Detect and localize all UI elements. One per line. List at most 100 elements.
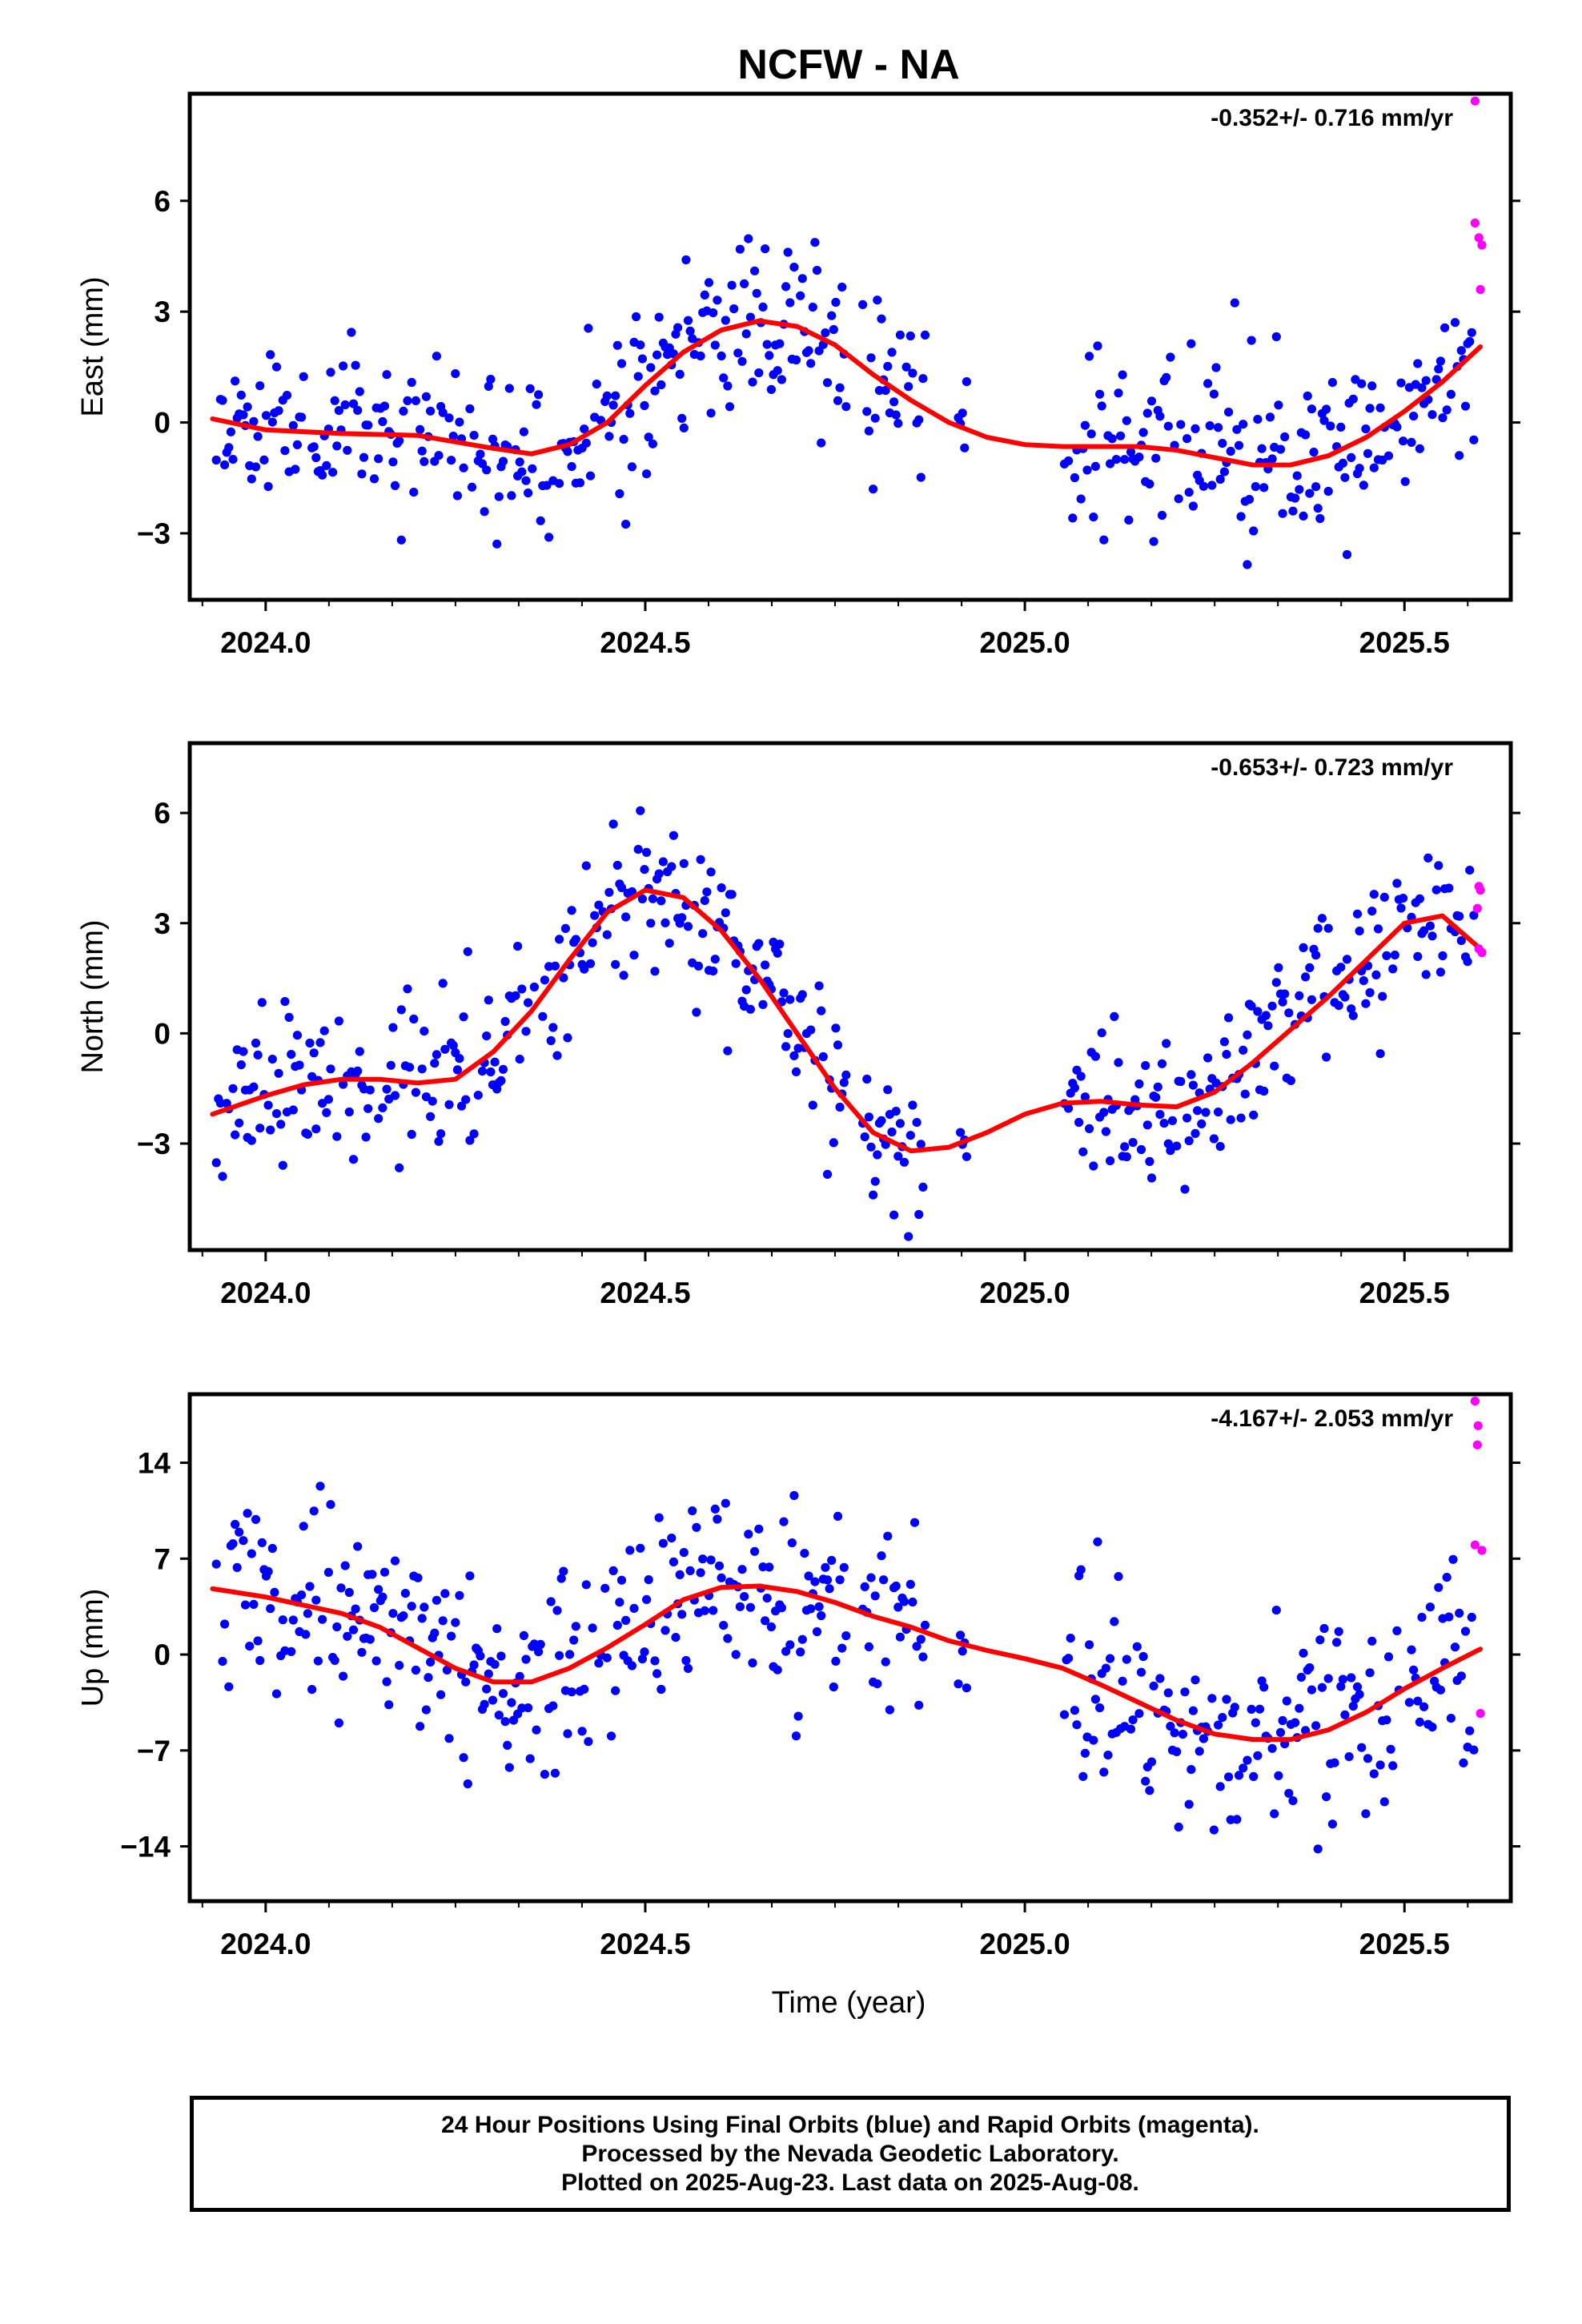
up-final-point (426, 1657, 436, 1667)
north-final-point (355, 1047, 364, 1056)
east-final-point (249, 416, 259, 426)
up-final-point (817, 1610, 826, 1621)
north-final-point (461, 1095, 471, 1104)
east-final-point (267, 417, 277, 427)
north-final-point (829, 1138, 838, 1148)
up-final-point (1207, 1694, 1217, 1703)
north-final-point (517, 984, 527, 994)
east-final-point (1442, 405, 1452, 415)
up-final-point (532, 1725, 541, 1735)
east-final-point (1118, 370, 1127, 380)
up-final-point (616, 1575, 627, 1585)
east-final-point (1095, 389, 1105, 399)
up-final-point (367, 1570, 377, 1579)
x-axis-label: Time (year) (772, 1986, 926, 2020)
north-final-point (326, 1064, 335, 1074)
east-final-point (555, 479, 564, 489)
up-final-point (515, 1671, 524, 1681)
east-final-point (817, 438, 826, 448)
up-final-point (253, 1636, 263, 1646)
up-xtick-label: 2024.5 (600, 1928, 690, 1960)
east-final-point (632, 312, 641, 322)
north-final-point (1167, 1116, 1178, 1125)
north-final-point (463, 947, 472, 956)
up-final-point (552, 1606, 562, 1615)
east-final-point (1396, 378, 1406, 388)
up-final-point (494, 1711, 504, 1720)
east-final-point (1301, 430, 1311, 440)
east-final-point (1288, 506, 1298, 516)
east-final-point (1244, 495, 1255, 505)
east-final-point (821, 328, 830, 338)
north-final-point (1172, 1141, 1182, 1151)
up-final-point (1456, 1671, 1466, 1681)
north-final-point (1419, 926, 1429, 935)
north-final-point (1390, 951, 1399, 960)
east-final-point (1182, 434, 1192, 444)
up-final-point (675, 1570, 685, 1579)
up-final-point (524, 1703, 533, 1713)
east-final-point (675, 369, 685, 379)
north-plot-frame (187, 741, 1513, 1252)
up-final-point (594, 1659, 604, 1668)
up-final-point (536, 1639, 545, 1649)
east-final-point (752, 288, 761, 298)
north-final-point (1076, 1072, 1086, 1081)
north-final-point (1465, 866, 1475, 875)
up-final-point (565, 1650, 575, 1659)
up-final-point (228, 1539, 238, 1549)
east-final-point (322, 460, 331, 471)
up-final-point (696, 1568, 705, 1578)
up-final-point (1195, 1747, 1204, 1756)
up-final-point (266, 1604, 275, 1614)
up-final-point (1278, 1715, 1287, 1726)
up-final-point (407, 1602, 416, 1611)
up-final-point (556, 1574, 566, 1583)
east-final-point (444, 413, 454, 423)
up-final-point (1361, 1809, 1371, 1819)
north-final-point (253, 1050, 263, 1059)
up-final-point (685, 1566, 695, 1575)
north-final-point (378, 1103, 387, 1112)
up-xtick-label: 2025.0 (980, 1928, 1070, 1960)
up-final-point (841, 1631, 851, 1641)
east-final-point (390, 480, 400, 491)
up-final-point (243, 1509, 252, 1518)
north-final-point (1434, 861, 1443, 870)
up-final-point (831, 1656, 841, 1666)
east-final-point (498, 456, 508, 466)
east-final-point (1315, 513, 1325, 524)
up-final-point (1093, 1537, 1102, 1546)
north-final-point (496, 1076, 506, 1085)
north-final-point (276, 1120, 286, 1129)
east-final-point (318, 470, 327, 480)
east-final-point (1251, 482, 1260, 492)
east-final-point (1124, 515, 1134, 525)
east-final-point (831, 297, 841, 308)
east-final-point (515, 457, 524, 467)
up-final-point (288, 1615, 298, 1625)
east-final-point (266, 350, 275, 360)
up-final-point (1106, 1654, 1115, 1663)
up-final-point (1249, 1771, 1259, 1781)
east-final-point (480, 507, 489, 517)
east-final-point (452, 491, 463, 501)
north-final-point (251, 1038, 261, 1048)
up-final-point (916, 1634, 926, 1644)
up-final-point (914, 1700, 924, 1710)
up-final-point (692, 1522, 701, 1532)
east-final-point (282, 391, 292, 400)
north-final-point (1388, 964, 1398, 974)
up-final-point (1155, 1674, 1165, 1683)
east-final-point (1219, 467, 1229, 476)
east-final-point (395, 436, 404, 446)
up-final-point (1317, 1683, 1327, 1692)
east-final-point (808, 302, 817, 312)
up-final-point (787, 1538, 797, 1548)
up-ytick-label: 14 (138, 1447, 171, 1480)
up-final-point (507, 1698, 516, 1707)
east-final-point (1209, 389, 1219, 399)
north-final-point (540, 975, 550, 985)
up-final-point (600, 1583, 610, 1593)
north-final-point (1197, 1119, 1207, 1128)
